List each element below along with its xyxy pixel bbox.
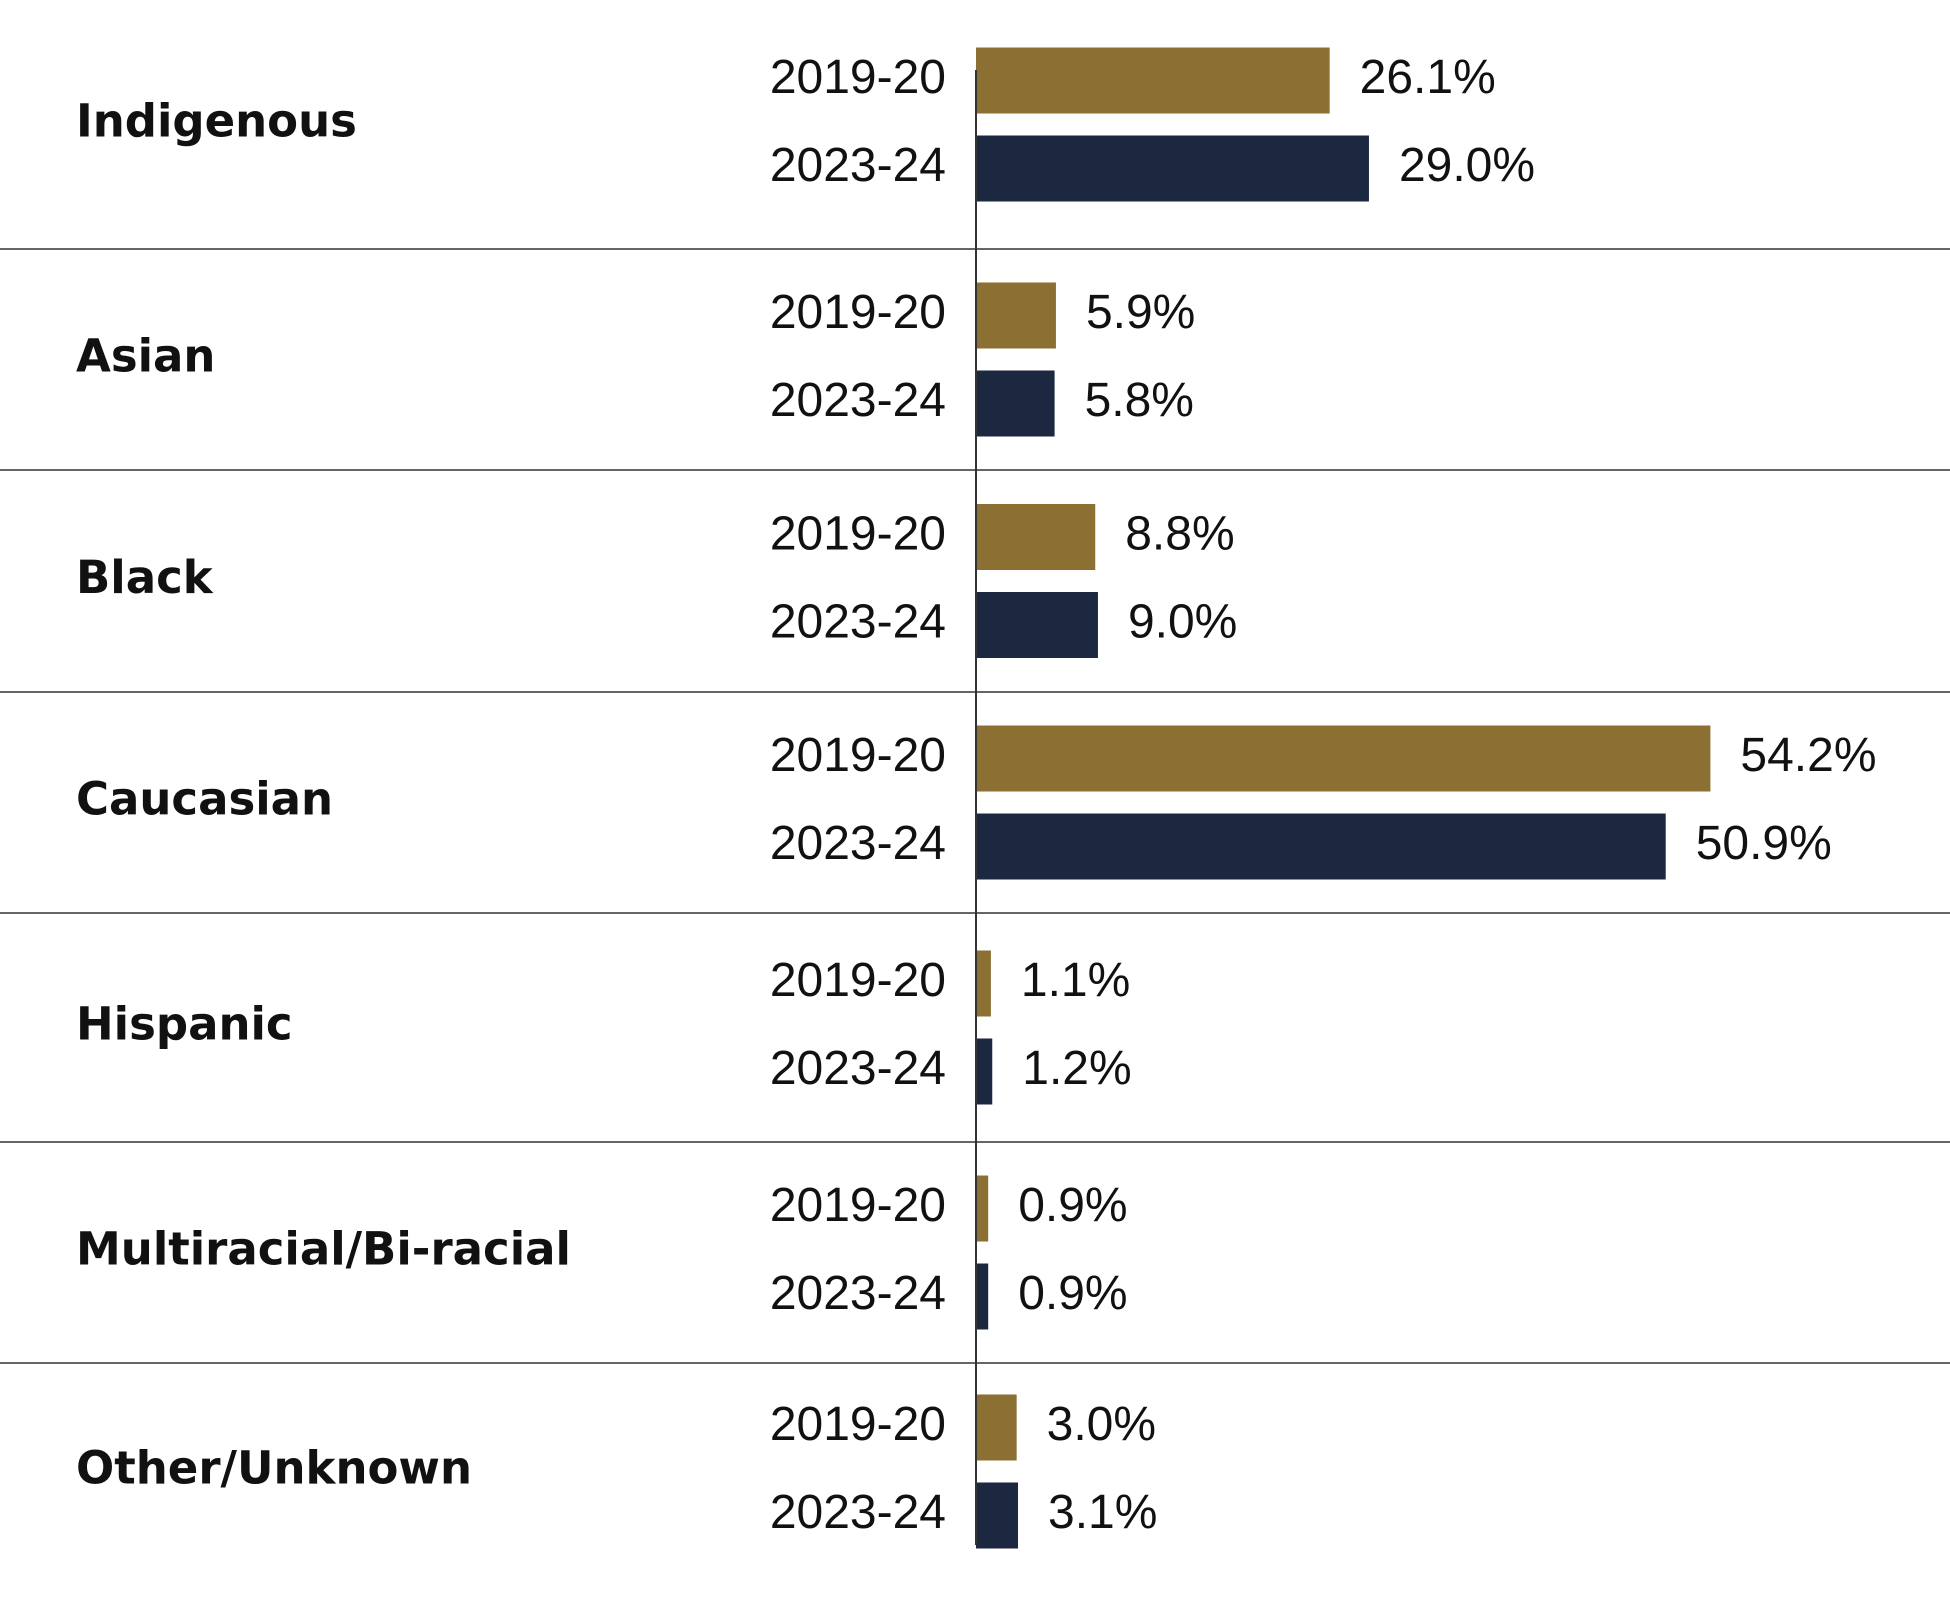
- period-label: 2023-24: [770, 1267, 946, 1320]
- category-label: Indigenous: [76, 95, 357, 148]
- bar-2023-24: [976, 592, 1098, 658]
- value-label: 3.1%: [1048, 1486, 1157, 1539]
- value-label: 8.8%: [1125, 508, 1234, 561]
- bar-2019-20: [976, 950, 991, 1017]
- value-label: 3.0%: [1047, 1398, 1156, 1451]
- category-label: Hispanic: [76, 998, 293, 1051]
- bar-2023-24: [976, 1263, 989, 1330]
- value-label: 9.0%: [1128, 596, 1237, 649]
- bar-2019-20: [976, 1175, 989, 1242]
- category-label: Other/Unknown: [76, 1442, 472, 1495]
- value-label: 29.0%: [1399, 139, 1535, 192]
- bar-2019-20: [976, 282, 1056, 349]
- category-label: Asian: [76, 330, 215, 383]
- period-label: 2023-24: [770, 139, 946, 192]
- period-label: 2019-20: [770, 51, 946, 104]
- period-label: 2019-20: [770, 954, 946, 1007]
- value-label: 1.1%: [1021, 954, 1130, 1007]
- value-label: 0.9%: [1018, 1179, 1127, 1232]
- bar-2019-20: [976, 725, 1711, 792]
- category-label: Caucasian: [76, 773, 333, 826]
- value-label: 1.2%: [1022, 1042, 1131, 1095]
- value-label: 0.9%: [1018, 1267, 1127, 1320]
- category-label: Black: [76, 551, 214, 604]
- bar-2023-24: [976, 135, 1369, 202]
- period-label: 2019-20: [770, 729, 946, 782]
- value-label: 50.9%: [1696, 817, 1832, 870]
- bar-2023-24: [976, 813, 1666, 880]
- period-label: 2019-20: [770, 286, 946, 339]
- bar-2023-24: [976, 370, 1055, 437]
- period-label: 2023-24: [770, 1486, 946, 1539]
- bar-2019-20: [976, 1394, 1017, 1461]
- value-label: 5.9%: [1086, 286, 1195, 339]
- category-label: Multiracial/Bi-racial: [76, 1223, 571, 1276]
- value-label: 26.1%: [1360, 51, 1496, 104]
- bar-2023-24: [976, 1482, 1019, 1549]
- bar-2019-20: [976, 47, 1330, 114]
- period-label: 2023-24: [770, 374, 946, 427]
- bar-2019-20: [976, 504, 1096, 570]
- value-label: 54.2%: [1740, 729, 1876, 782]
- value-label: 5.8%: [1085, 374, 1194, 427]
- period-label: 2023-24: [770, 1042, 946, 1095]
- period-label: 2019-20: [770, 508, 946, 561]
- period-label: 2019-20: [770, 1398, 946, 1451]
- period-label: 2023-24: [770, 817, 946, 870]
- bar-2023-24: [976, 1038, 993, 1105]
- period-label: 2019-20: [770, 1179, 946, 1232]
- period-label: 2023-24: [770, 596, 946, 649]
